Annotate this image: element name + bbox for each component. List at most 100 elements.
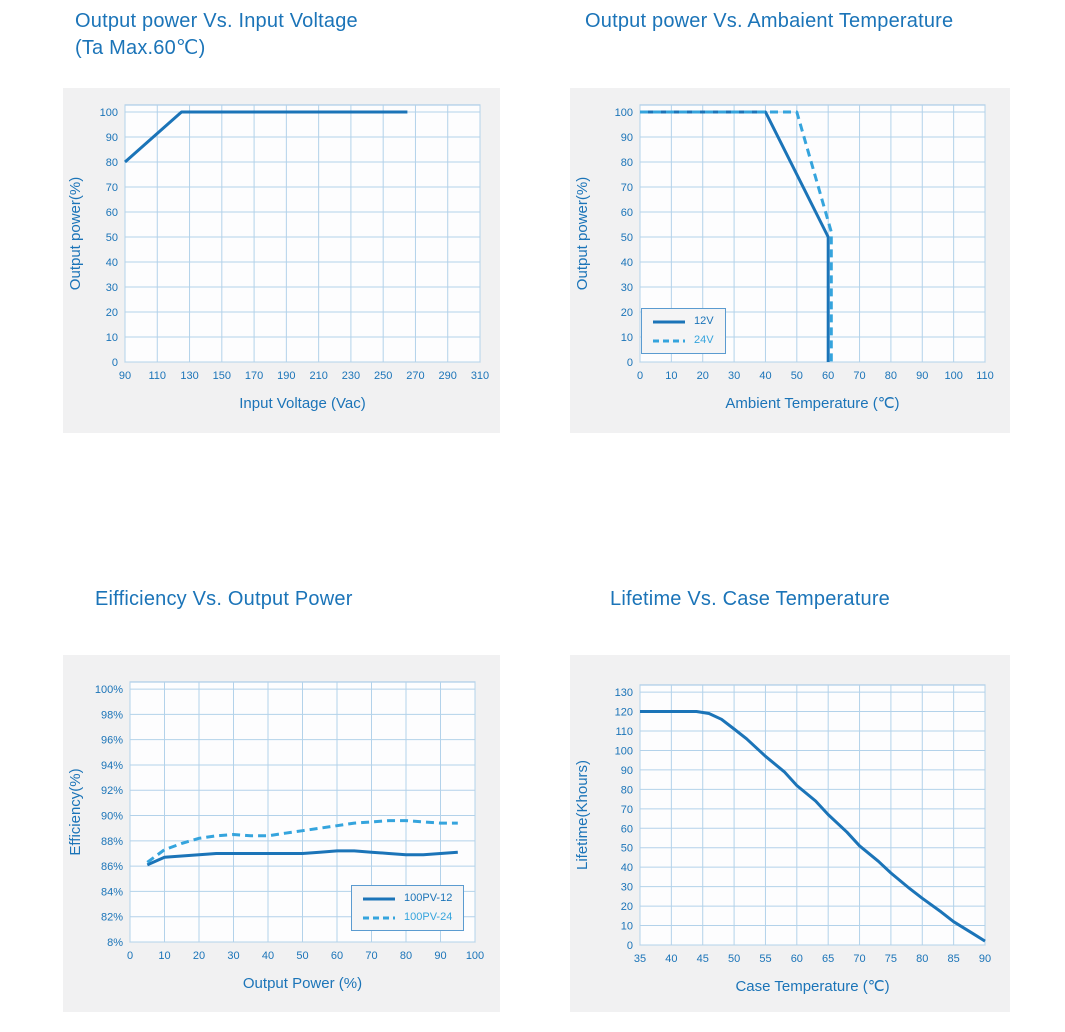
x-tick-label: 70 <box>853 370 865 382</box>
chart3-title-line1: Eifficiency Vs. Output Power <box>95 588 353 610</box>
legend-item: 12V <box>653 316 714 327</box>
chart4-panel-lifetime-vs-case-temperature: 35 40 45 50 55 60 65 70 75 80 85 90 0 10 20 30 40 50 60 70 8… <box>570 655 1010 1012</box>
y-tick-label: 90 <box>106 132 118 144</box>
y-tick-label: 100% <box>95 684 123 696</box>
x-axis-title: Case Temperature (℃) <box>735 978 889 995</box>
legend-line-dashed-icon <box>363 916 395 919</box>
x-tick-label: 90 <box>979 953 991 965</box>
y-tick-label: 20 <box>621 901 633 913</box>
legend-label: 100PV-12 <box>404 892 453 904</box>
x-tick-label: 170 <box>245 370 263 382</box>
y-axis-title: Efficiency(%) <box>67 768 84 855</box>
y-tick-label: 86% <box>101 861 123 873</box>
y-tick-label: 10 <box>621 332 633 344</box>
y-tick-label: 84% <box>101 886 123 898</box>
x-tick-label: 110 <box>148 370 166 382</box>
x-tick-label: 70 <box>853 953 865 965</box>
x-tick-label: 85 <box>948 953 960 965</box>
x-tick-label: 75 <box>885 953 897 965</box>
chart3-panel-efficiency-vs-output-power: 0 10 20 30 40 50 60 70 80 90 100 8% 82% 84% 86% 88% 90% 9… <box>63 655 500 1012</box>
x-tick-label: 35 <box>634 953 646 965</box>
x-tick-label: 55 <box>759 953 771 965</box>
y-tick-label: 82% <box>101 912 123 924</box>
y-tick-label: 120 <box>615 707 633 719</box>
y-tick-label: 60 <box>621 207 633 219</box>
chart2-panel-output-power-vs-ambient-temperature: 0 10 20 30 40 50 60 70 80 90 100 110 0 10 20 30 40 50 60 70… <box>570 88 1010 433</box>
y-axis-title: Output power(%) <box>574 177 591 290</box>
y-tick-label: 20 <box>621 307 633 319</box>
x-tick-label: 110 <box>976 370 994 382</box>
y-tick-label: 70 <box>621 804 633 816</box>
efficiency-vs-output-power-plot: 0 10 20 30 40 50 60 70 80 90 100 8% 82% 84% 86% 88% 90% 9… <box>67 681 484 992</box>
y-tick-label: 40 <box>621 257 633 269</box>
x-tick-label: 20 <box>697 370 709 382</box>
y-tick-label: 10 <box>621 921 633 933</box>
x-tick-label: 50 <box>728 953 740 965</box>
x-axis-title: Ambient Temperature (℃) <box>725 395 899 412</box>
y-tick-label: 100 <box>615 107 633 119</box>
y-tick-label: 80 <box>621 784 633 796</box>
y-tick-label: 90% <box>101 811 123 823</box>
y-tick-label: 40 <box>621 862 633 874</box>
legend-line-dashed-icon <box>653 339 685 342</box>
y-tick-label: 0 <box>627 357 633 369</box>
x-tick-label: 310 <box>471 370 489 382</box>
chart3-title: Eifficiency Vs. Output Power <box>95 586 353 613</box>
x-tick-label: 230 <box>342 370 360 382</box>
chart2-title-line1: Output power Vs. Ambaient Temperature <box>585 10 954 32</box>
chart1-title: Output power Vs. Input Voltage (Ta Max.6… <box>75 8 358 62</box>
series-line-24v <box>640 110 833 362</box>
x-tick-label: 65 <box>822 953 834 965</box>
y-tick-label: 96% <box>101 735 123 747</box>
y-tick-label: 0 <box>112 357 118 369</box>
legend-label: 24V <box>694 334 714 346</box>
series-line-100pv-24 <box>146 819 458 864</box>
x-tick-label: 10 <box>158 950 170 962</box>
x-tick-label: 270 <box>406 370 424 382</box>
output-power-vs-input-voltage-plot: 90 110 130 150 170 190 210 230 250 270 290 310 0 10 20… <box>67 104 489 412</box>
y-tick-label: 30 <box>621 282 633 294</box>
y-tick-label: 8% <box>107 937 123 949</box>
y-tick-label: 70 <box>621 182 633 194</box>
y-tick-label: 40 <box>106 257 118 269</box>
y-tick-label: 30 <box>621 882 633 894</box>
x-tick-label: 30 <box>728 370 740 382</box>
plot-area <box>124 104 481 363</box>
x-tick-label: 60 <box>822 370 834 382</box>
y-axis-title: Output power(%) <box>67 177 84 290</box>
y-tick-label: 50 <box>621 843 633 855</box>
x-tick-label: 40 <box>759 370 771 382</box>
lifetime-vs-case-temperature-plot: 35 40 45 50 55 60 65 70 75 80 85 90 0 10 20 30 40 50 60 70 8… <box>574 684 991 995</box>
x-tick-label: 150 <box>213 370 231 382</box>
chart1-title-line2: (Ta Max.60℃) <box>75 37 206 59</box>
output-power-vs-ambient-temperature-plot: 0 10 20 30 40 50 60 70 80 90 100 110 0 10 20 30 40 50 60 70… <box>574 104 994 412</box>
y-tick-label: 60 <box>621 823 633 835</box>
x-tick-label: 45 <box>697 953 709 965</box>
x-tick-label: 100 <box>944 370 962 382</box>
x-tick-label: 190 <box>277 370 295 382</box>
chart1-title-line1: Output power Vs. Input Voltage <box>75 10 358 32</box>
x-tick-label: 90 <box>119 370 131 382</box>
chart4-title-line1: Lifetime Vs. Case Temperature <box>610 588 890 610</box>
legend-item: 100PV-12 <box>363 893 452 904</box>
series-line-lifetime <box>640 710 986 943</box>
x-axis-title: Output Power (%) <box>243 975 362 992</box>
x-tick-label: 20 <box>193 950 205 962</box>
series-line-100pv-12 <box>146 849 458 867</box>
x-tick-label: 100 <box>466 950 484 962</box>
y-tick-label: 94% <box>101 760 123 772</box>
legend-item: 24V <box>653 335 714 346</box>
x-tick-label: 90 <box>434 950 446 962</box>
x-axis-title: Input Voltage (Vac) <box>239 395 365 412</box>
y-tick-label: 30 <box>106 282 118 294</box>
series-line-12v <box>640 110 830 362</box>
y-axis-title: Lifetime(Khours) <box>574 760 591 870</box>
x-tick-label: 70 <box>365 950 377 962</box>
x-tick-label: 0 <box>127 950 133 962</box>
x-tick-label: 80 <box>400 950 412 962</box>
x-tick-label: 80 <box>885 370 897 382</box>
x-tick-label: 210 <box>309 370 327 382</box>
x-tick-label: 50 <box>791 370 803 382</box>
x-tick-label: 130 <box>180 370 198 382</box>
x-tick-label: 40 <box>262 950 274 962</box>
